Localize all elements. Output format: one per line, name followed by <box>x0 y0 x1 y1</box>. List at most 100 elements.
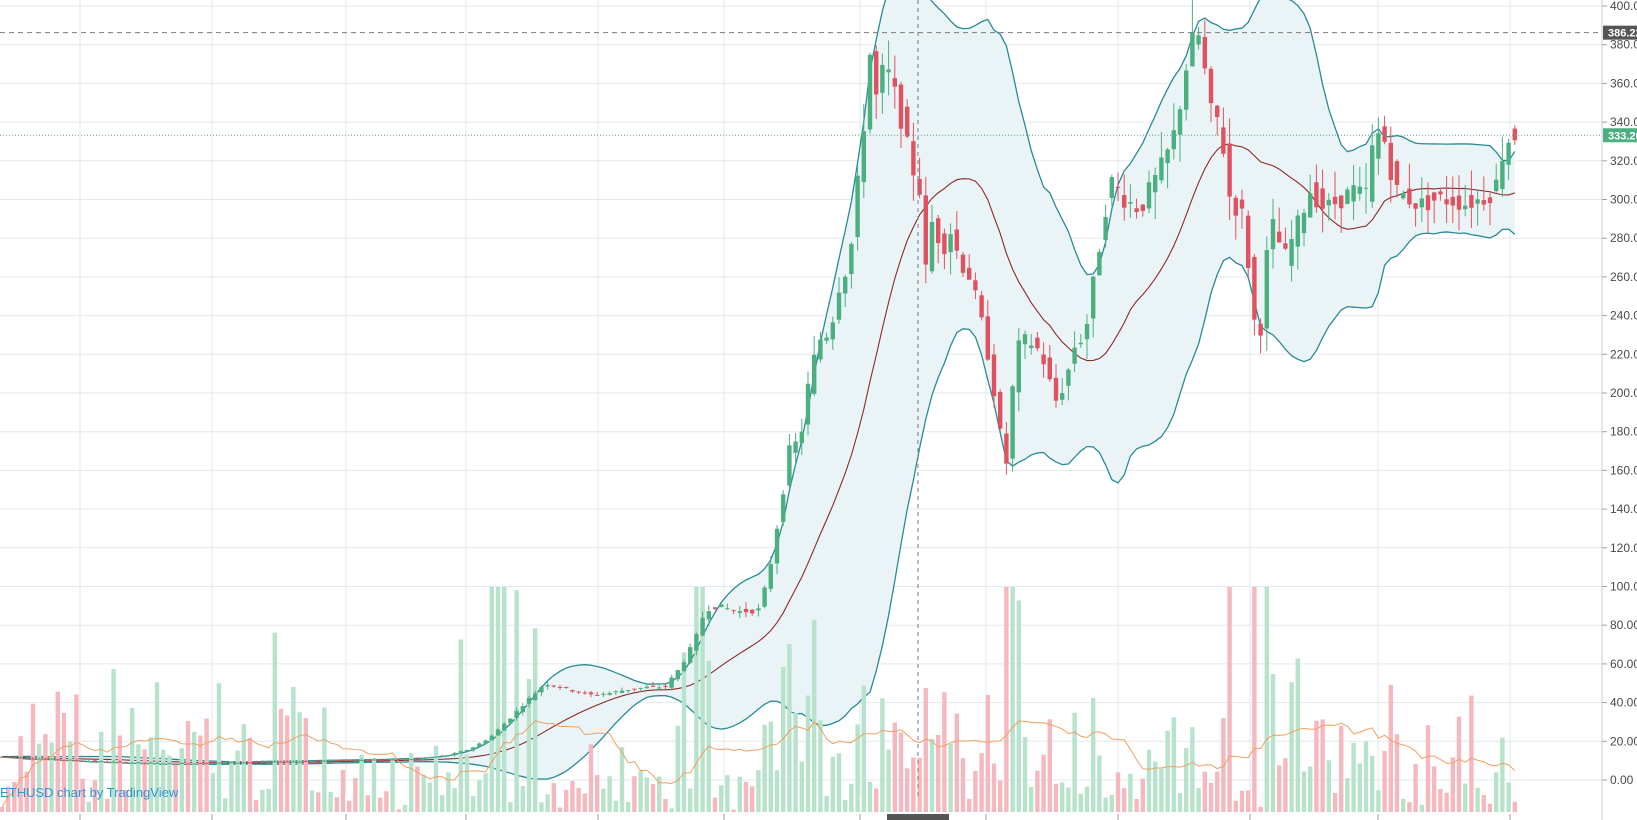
volume-bar <box>861 685 866 812</box>
axis-tick-label: 340.00 <box>1610 115 1637 129</box>
volume-bar <box>1494 772 1499 812</box>
volume-bar <box>49 742 54 812</box>
volume-bar <box>1252 587 1257 812</box>
volume-bar <box>911 757 916 812</box>
volume-bar <box>805 695 811 812</box>
price-axis[interactable]: 0.00 20.00 40.00 60.00 80.00 100.00 120.00 140.… <box>79 0 1637 820</box>
candle-body <box>1078 342 1083 345</box>
candle-body <box>266 761 271 763</box>
candle-body <box>1252 256 1257 320</box>
volume-bar <box>1270 674 1276 812</box>
candle-body <box>384 759 389 761</box>
candle-body <box>6 756 11 758</box>
candle-body <box>1165 149 1170 164</box>
volume-bar <box>514 590 519 812</box>
volume-bar <box>1171 717 1176 812</box>
volume-bar <box>576 787 581 812</box>
candle-body <box>117 761 122 763</box>
candle-body <box>440 755 445 757</box>
bollinger-bands <box>1 0 1516 780</box>
volume-bar <box>378 797 383 812</box>
candle-body <box>613 691 618 693</box>
candle-body <box>762 587 767 607</box>
volume-bar <box>111 668 116 812</box>
volume-bar <box>502 587 507 812</box>
volume-bar <box>917 757 922 812</box>
candle-body <box>712 607 718 609</box>
candle-body <box>663 685 668 687</box>
volume-bar <box>1053 783 1059 812</box>
volume-bar <box>1326 760 1331 812</box>
candle-body <box>1153 175 1158 193</box>
volume-bar <box>229 761 234 812</box>
volume-bar <box>1413 763 1418 812</box>
candle-body <box>1388 142 1393 180</box>
bollinger-upper <box>1 0 1516 763</box>
marker-badge-bg <box>1603 25 1637 40</box>
candle-body <box>1277 231 1282 243</box>
candle-body <box>1469 195 1474 208</box>
bollinger-fill <box>2 0 1515 780</box>
candle-body <box>1401 193 1406 199</box>
volume-bar <box>1469 695 1474 812</box>
candle-body <box>12 757 17 759</box>
volume-bar <box>254 799 259 812</box>
volume-bar <box>322 707 327 812</box>
candle-body <box>37 758 42 760</box>
axis-tick-label: 300.00 <box>1610 193 1637 207</box>
candle-body <box>1109 177 1114 198</box>
volume-bar <box>1258 806 1263 812</box>
candle-body <box>328 760 333 762</box>
volume-bar <box>247 738 253 812</box>
candle-body <box>737 611 742 613</box>
candle-body <box>818 339 823 360</box>
volume-bar <box>1394 734 1400 812</box>
axis-tick-label: 120.00 <box>1610 541 1637 555</box>
volume-bar <box>1500 737 1505 812</box>
candle-body <box>998 391 1003 429</box>
volume-bar <box>464 754 470 812</box>
volume-bar <box>1295 658 1300 812</box>
volume-bar <box>564 789 569 812</box>
candle-body <box>1264 250 1269 329</box>
candle-body <box>495 729 501 736</box>
candle-body <box>1357 186 1362 194</box>
volume-bar <box>818 720 823 812</box>
volume-bar <box>371 757 377 812</box>
candle-body <box>725 608 730 610</box>
candle-body <box>923 195 928 265</box>
volume-bar <box>347 800 352 812</box>
candle-body <box>979 295 984 318</box>
volume-bar <box>390 760 395 812</box>
candle-body <box>80 760 85 762</box>
candle-body <box>595 694 600 696</box>
volume-bar <box>1122 788 1127 812</box>
volume-bar <box>1425 725 1431 812</box>
volume-bar <box>601 788 606 812</box>
volume-bar <box>843 800 848 812</box>
volume-bar <box>123 789 129 812</box>
volume-bar <box>942 692 947 812</box>
candle-body <box>905 106 910 137</box>
volume-bar <box>991 763 997 812</box>
volume-bar <box>824 795 829 812</box>
candle-body <box>706 611 711 620</box>
candle-body <box>396 759 401 761</box>
candle-body <box>731 610 736 612</box>
volume-bar <box>1239 790 1245 812</box>
candle-body <box>173 763 178 765</box>
volume-bar <box>192 731 197 812</box>
candle-body <box>421 758 426 760</box>
volume-bar <box>570 780 575 812</box>
volume-bar <box>793 713 798 812</box>
candle-body <box>179 763 184 765</box>
candle-body <box>1202 36 1207 69</box>
axis-tick-label: 80.00 <box>1610 618 1637 632</box>
candle-body <box>18 757 23 759</box>
candle-body <box>644 686 649 689</box>
volume-bar <box>1146 749 1152 812</box>
tradingview-watermark[interactable]: ETHUSD chart by TradingView <box>0 785 179 800</box>
candle-body <box>1382 126 1387 142</box>
